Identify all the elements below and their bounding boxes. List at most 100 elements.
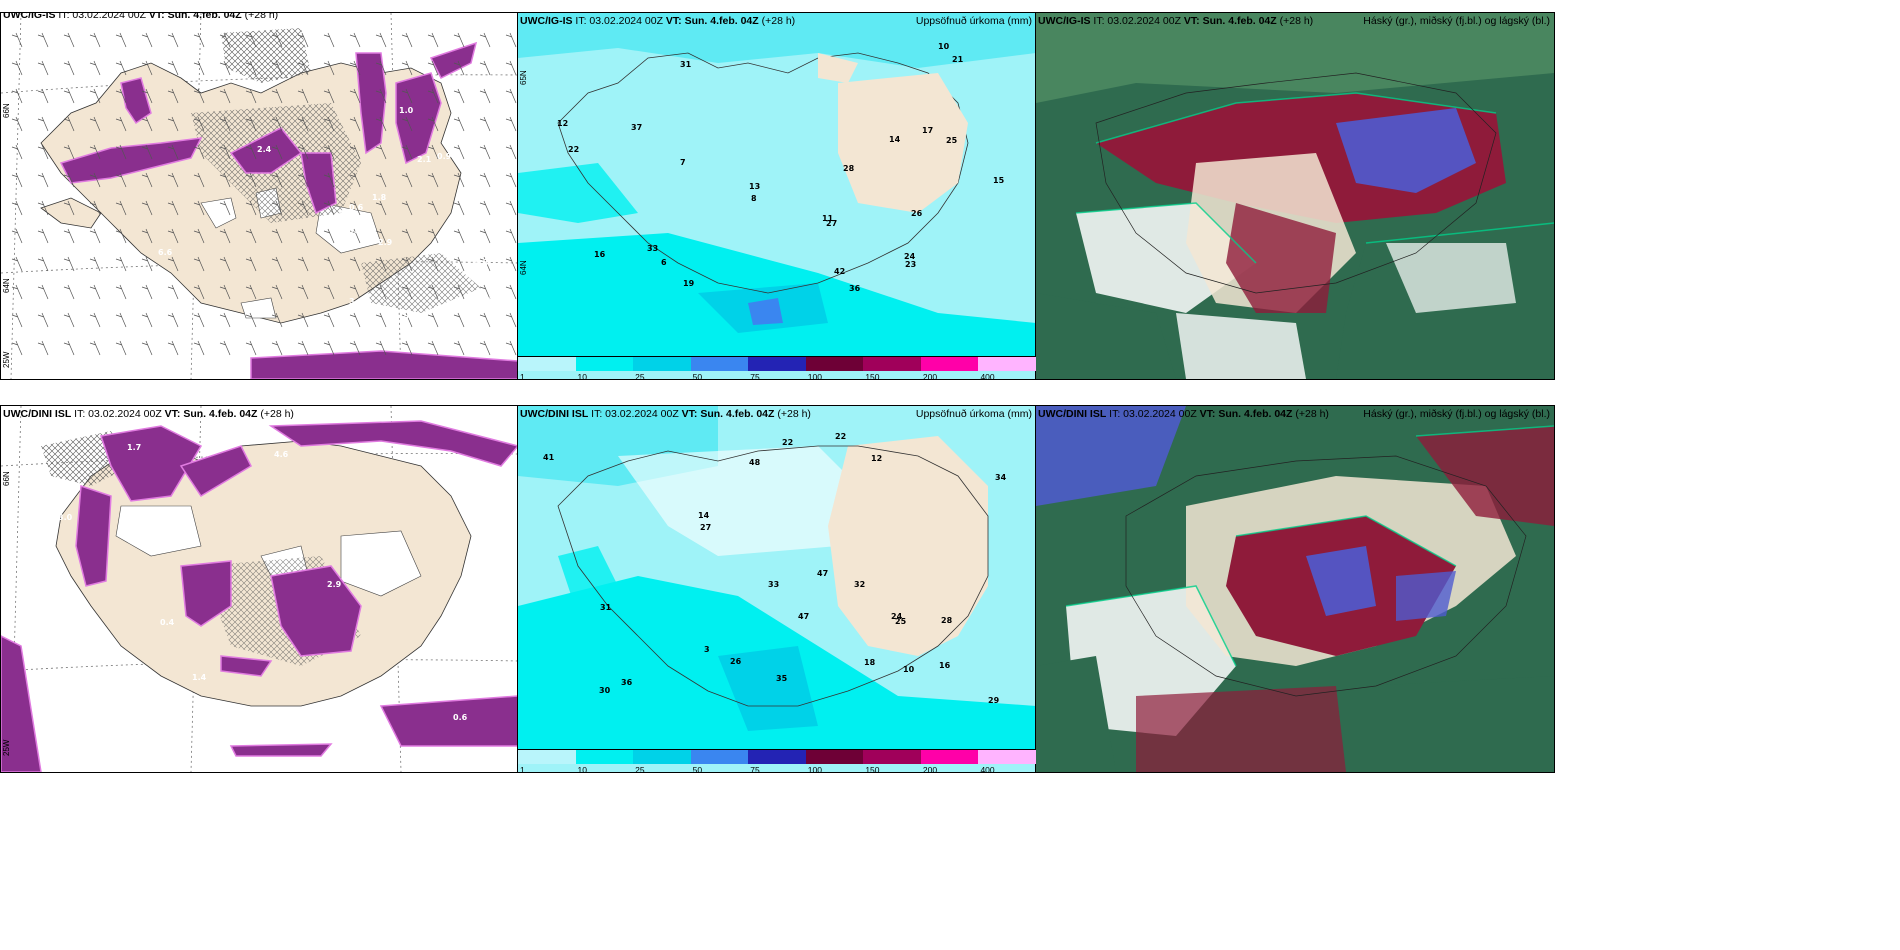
init-time: IT: 03.02.2024 00Z — [55, 12, 149, 21]
map-value-label: 0.4 — [160, 618, 175, 627]
wind-barb — [89, 284, 101, 300]
wind-barb — [89, 312, 101, 328]
wind-barb — [141, 144, 153, 160]
model-name: UWC/DINI ISL — [520, 408, 589, 420]
wind-barb — [323, 340, 335, 356]
wind-barb — [63, 144, 75, 160]
wind-barb — [89, 200, 101, 216]
wind-barb — [63, 88, 75, 104]
wind-barb — [167, 284, 179, 300]
panel-variable-label: Háský (gr.), miðský (fj.bl.) og lágský (… — [1363, 15, 1550, 27]
wind-barb — [167, 312, 179, 328]
wind-barb — [219, 116, 231, 132]
wind-barb — [89, 60, 101, 76]
wind-barb — [271, 32, 283, 48]
wind-barb — [375, 312, 387, 328]
map-value-label: 3.4 — [482, 292, 497, 301]
legend-label: 10 — [577, 372, 588, 380]
wind-barb — [193, 284, 205, 300]
wind-barb — [375, 200, 387, 216]
wind-barb — [167, 172, 179, 188]
map-value-label: 26 — [730, 657, 742, 666]
map-value-label: 11 — [822, 214, 834, 223]
wind-barb — [245, 88, 257, 104]
map-value-label: 30 — [599, 686, 611, 695]
wind-barb — [401, 340, 413, 356]
wind-barb — [375, 32, 387, 48]
wind-barb — [141, 32, 153, 48]
lead-time: (+28 h) — [1276, 15, 1314, 27]
legend-label: 200 — [922, 765, 938, 773]
panel-title: UWC/DINI ISL IT: 03.02.2024 00Z VT: Sun.… — [1038, 408, 1329, 420]
wind-barb — [245, 200, 257, 216]
wind-barb — [89, 88, 101, 104]
wind-barb — [63, 312, 75, 328]
map-value-label: 14 — [698, 511, 710, 520]
wind-barb — [219, 228, 231, 244]
map-value-label: 0.5 — [39, 660, 54, 669]
wind-barb — [89, 144, 101, 160]
map-value-label: 24 — [891, 612, 903, 621]
init-time: IT: 03.02.2024 00Z — [588, 408, 682, 420]
wind-barb — [375, 256, 387, 272]
map-value-label: 23 — [905, 260, 916, 269]
wind-barb — [427, 340, 439, 356]
wind-barb — [401, 60, 413, 76]
wind-barb — [505, 172, 517, 188]
wind-barb — [89, 340, 101, 356]
wind-barb — [37, 340, 49, 356]
wind-barb — [245, 116, 257, 132]
valid-time: VT: Sun. 4.feb. 04Z — [681, 408, 775, 420]
map-value-label: 10 — [903, 665, 915, 674]
wind-barb — [167, 340, 179, 356]
wind-barb — [375, 144, 387, 160]
valid-time: VT: Sun. 4.feb. 04Z — [665, 15, 759, 27]
map-value-label: 16 — [939, 661, 951, 670]
lead-time: (+28 h) — [758, 15, 796, 27]
map-value-label: 31 — [680, 60, 692, 69]
map-value-label: 25 — [946, 136, 958, 145]
wind-barb — [115, 172, 127, 188]
wind-barb — [401, 116, 413, 132]
wind-barb — [349, 144, 361, 160]
wind-barb — [115, 60, 127, 76]
map-value-label: 37 — [631, 123, 642, 132]
legend-label: 25 — [635, 765, 645, 773]
wind-barb — [245, 256, 257, 272]
legend-swatch — [863, 750, 922, 764]
legend-label: 75 — [750, 372, 760, 380]
lead-time: (+28 h) — [241, 12, 279, 21]
wind-barb — [479, 88, 491, 104]
wind-barb — [401, 32, 413, 48]
map-value-label: 28 — [941, 616, 953, 625]
legend-swatch — [518, 750, 577, 764]
lat-label-66n: 66N — [2, 471, 11, 486]
wind-barb — [167, 116, 179, 132]
wind-barb — [479, 340, 491, 356]
wind-barb — [193, 340, 205, 356]
legend-label: 100 — [807, 372, 822, 380]
wind-barb — [375, 116, 387, 132]
wind-barb — [271, 228, 283, 244]
wind-barb — [479, 284, 491, 300]
map-value-label: 4.6 — [274, 450, 289, 459]
map-value-label: 31 — [600, 603, 612, 612]
map-value-label: 1.2 — [480, 565, 494, 574]
map-value-label: 26 — [911, 209, 923, 218]
map-value-label: 32 — [854, 580, 865, 589]
wind-barb — [193, 200, 205, 216]
map-value-label: 2.0 — [466, 613, 481, 622]
wind-barb — [427, 144, 439, 160]
wind-barb — [297, 172, 309, 188]
map-value-label: 2.4 — [257, 145, 272, 154]
map-value-label: 25 — [895, 617, 907, 626]
legend-swatch — [920, 357, 980, 371]
wind-barb — [349, 312, 361, 328]
map-value-label: 1.7 — [127, 443, 141, 452]
wind-barb — [89, 256, 101, 272]
wind-barb — [349, 88, 361, 104]
wind-barb — [245, 60, 257, 76]
wind-barb — [115, 312, 127, 328]
map-value-label: 22 — [782, 438, 793, 447]
wind-barb — [37, 256, 49, 272]
